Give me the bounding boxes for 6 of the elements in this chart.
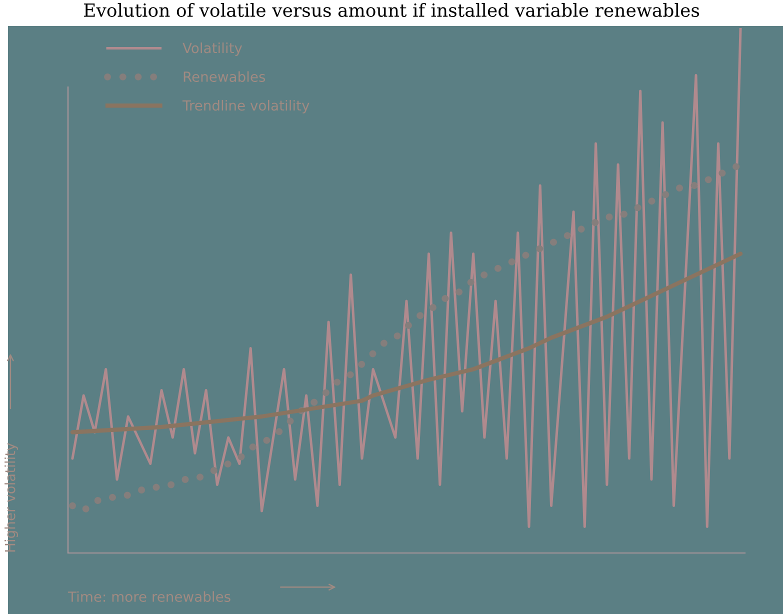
y-axis-title: Higher volatility bbox=[4, 443, 18, 552]
legend-label: Renewables bbox=[184, 71, 266, 82]
chart-title: Evolution of volatile versus amount if installed variable renewables bbox=[84, 3, 700, 17]
x-axis-title: Time: more renewables bbox=[68, 591, 230, 602]
legend-label: Trendline volatility bbox=[182, 100, 310, 114]
legend-label: Volatility bbox=[182, 42, 242, 56]
